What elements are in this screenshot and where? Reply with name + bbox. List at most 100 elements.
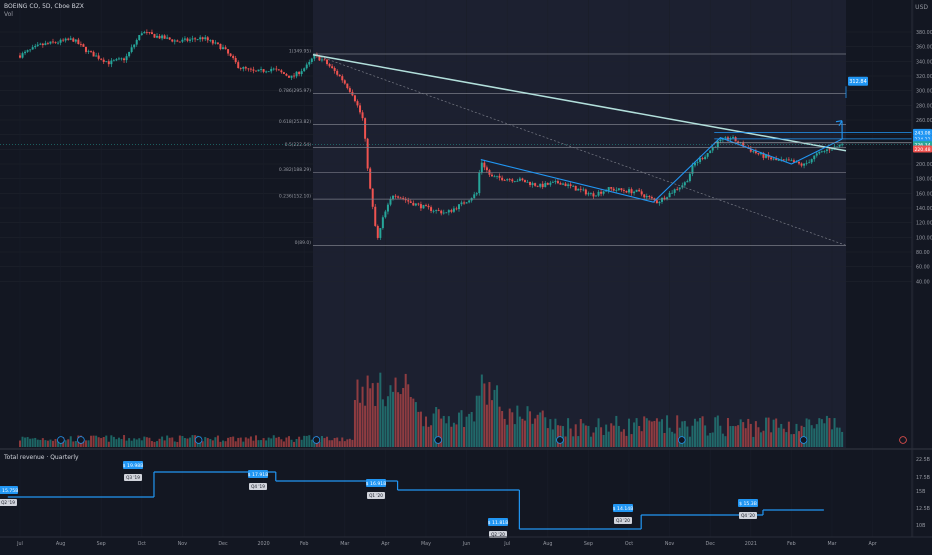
volume-bar bbox=[628, 419, 630, 447]
volume-bar bbox=[719, 426, 721, 447]
volume-bar bbox=[823, 423, 825, 447]
price-tick-label: 300.00 bbox=[916, 89, 932, 95]
candle bbox=[39, 44, 41, 45]
candle bbox=[329, 64, 331, 66]
volume-bar bbox=[412, 399, 414, 447]
candle bbox=[618, 188, 620, 190]
volume-bar bbox=[247, 438, 249, 447]
candle bbox=[374, 207, 376, 226]
volume-bar bbox=[598, 418, 600, 447]
volume-bar bbox=[724, 436, 726, 447]
time-tick-label: Dec bbox=[706, 541, 716, 547]
candle bbox=[542, 184, 544, 187]
candle bbox=[417, 204, 419, 205]
volume-bar bbox=[95, 436, 97, 447]
symbol-title: BOEING CO, 5D, Cboe BZX bbox=[4, 3, 84, 10]
volume-bar bbox=[270, 438, 272, 447]
candle bbox=[179, 42, 181, 43]
candle bbox=[828, 149, 830, 150]
candle bbox=[590, 193, 592, 194]
volume-bar bbox=[19, 441, 21, 447]
time-tick-label: Feb bbox=[787, 541, 796, 547]
volume-bar bbox=[410, 397, 412, 447]
volume-bar bbox=[367, 376, 369, 447]
volume-bar bbox=[745, 428, 747, 447]
volume-bar bbox=[334, 438, 336, 447]
candle bbox=[463, 202, 465, 203]
volume-bar bbox=[384, 406, 386, 447]
candle bbox=[529, 182, 531, 185]
candle bbox=[818, 152, 820, 154]
revenue-tick-label: 15B bbox=[916, 489, 925, 495]
volume-bar bbox=[379, 373, 381, 447]
candle bbox=[676, 189, 678, 190]
fib-level-label: 0.382(188.29) bbox=[279, 167, 311, 173]
time-tick-label: Dec bbox=[218, 541, 228, 547]
time-tick-label: Feb bbox=[300, 541, 309, 547]
volume-bar bbox=[778, 428, 780, 447]
candle bbox=[88, 51, 90, 52]
volume-bar bbox=[524, 421, 526, 447]
volume-bar bbox=[516, 406, 518, 447]
candle bbox=[263, 69, 265, 72]
revenue-value-label: $ 15.75B bbox=[0, 488, 18, 494]
candle bbox=[570, 184, 572, 185]
candle bbox=[296, 72, 298, 77]
candle bbox=[382, 217, 384, 228]
candle bbox=[595, 196, 597, 197]
candle bbox=[527, 182, 529, 183]
volume-bar bbox=[732, 426, 734, 447]
candle bbox=[674, 189, 676, 193]
volume-bar bbox=[448, 416, 450, 447]
revenue-value-label: $ 19.98B bbox=[123, 463, 144, 469]
price-tick-label: 200.00 bbox=[916, 162, 932, 168]
volume-bar bbox=[562, 426, 564, 447]
candle bbox=[283, 72, 285, 74]
fib-level-label: 0.786(295.97) bbox=[279, 88, 311, 94]
volume-label: Vol bbox=[4, 11, 13, 18]
volume-bar bbox=[189, 438, 191, 447]
candle bbox=[176, 40, 178, 41]
volume-bar bbox=[321, 436, 323, 447]
candle bbox=[770, 157, 772, 159]
volume-bar bbox=[184, 438, 186, 447]
candle bbox=[291, 76, 293, 78]
candle bbox=[719, 140, 721, 141]
volume-bar bbox=[293, 442, 295, 447]
revenue-period-label: Q3 '19 bbox=[126, 475, 140, 480]
candle bbox=[70, 38, 72, 39]
candle bbox=[214, 43, 216, 44]
candle bbox=[93, 52, 95, 57]
candle bbox=[293, 76, 295, 77]
candle bbox=[615, 190, 617, 191]
candle bbox=[811, 159, 813, 162]
volume-bar bbox=[131, 441, 133, 447]
time-tick-label: Apr bbox=[868, 541, 876, 547]
volume-bar bbox=[737, 425, 739, 447]
volume-bar bbox=[389, 385, 391, 447]
time-tick-label: 2021 bbox=[745, 541, 757, 547]
candle bbox=[128, 52, 130, 56]
candle bbox=[801, 163, 803, 165]
candle bbox=[468, 200, 470, 202]
candle bbox=[62, 40, 64, 41]
earnings-marker bbox=[313, 437, 320, 444]
candle bbox=[278, 69, 280, 70]
volume-bar bbox=[714, 417, 716, 447]
volume-bar bbox=[585, 425, 587, 447]
volume-bar bbox=[351, 440, 353, 447]
volume-bar bbox=[529, 411, 531, 447]
candle bbox=[138, 35, 140, 40]
volume-bar bbox=[473, 421, 475, 447]
candle bbox=[826, 149, 828, 151]
candle bbox=[270, 69, 272, 71]
volume-bar bbox=[103, 437, 105, 447]
volume-bar bbox=[727, 418, 729, 447]
volume-bar bbox=[521, 419, 523, 447]
volume-bar bbox=[605, 425, 607, 447]
candle bbox=[354, 95, 356, 101]
time-tick-label: Mar bbox=[340, 541, 349, 547]
volume-bar bbox=[648, 420, 650, 447]
candle bbox=[440, 211, 442, 214]
